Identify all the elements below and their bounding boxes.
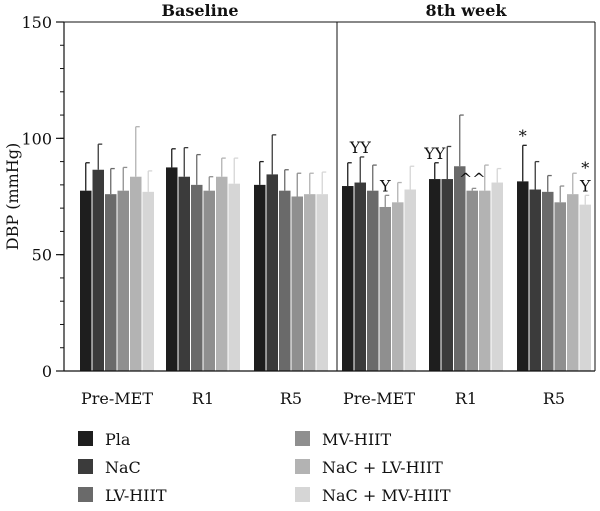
legend-swatch-3 — [295, 431, 310, 446]
y-tick-label-0: 0 — [42, 362, 52, 381]
annotation-5-0: * — [581, 158, 589, 177]
legend-swatch-1 — [78, 459, 93, 474]
bar-0-2-0 — [254, 184, 266, 371]
bar-0-0-5 — [142, 191, 154, 371]
bar-1-2-4 — [567, 194, 579, 371]
legend-swatch-4 — [295, 459, 310, 474]
annotation-0-0: YY — [349, 138, 372, 157]
bar-0-1-0 — [166, 167, 178, 371]
axes-layer: Pre-MET R1 R5 Pre-MET R1 R5 Baseline 8th week 0 5… — [3, 1, 596, 408]
bar-1-1-2 — [454, 166, 466, 371]
legend: Pla NaC LV-HIIT MV-HIIT NaC + LV-HIIT NaC + M… — [78, 430, 451, 505]
legend-swatch-0 — [78, 431, 93, 446]
bar-0-0-0 — [80, 190, 92, 371]
bar-1-0-3 — [379, 206, 391, 371]
bar-1-2-2 — [542, 191, 554, 371]
y-tick-label-150: 150 — [21, 13, 52, 32]
bar-0-2-4 — [304, 194, 316, 371]
bar-0-1-3 — [203, 190, 215, 371]
bars-layer — [80, 114, 591, 371]
x-tick-label-1-1: R1 — [455, 389, 477, 408]
legend-label-3: MV-HIIT — [322, 430, 391, 449]
bar-1-0-4 — [392, 202, 404, 371]
annotation-5-1: Y — [579, 176, 591, 195]
legend-label-1: NaC — [105, 458, 141, 477]
bar-0-2-2 — [279, 190, 291, 371]
bar-1-0-0 — [342, 186, 354, 371]
x-tick-label-0-0: Pre-MET — [81, 389, 153, 408]
bar-0-0-3 — [117, 190, 129, 371]
x-tick-label-1-0: Pre-MET — [343, 389, 415, 408]
bar-1-0-2 — [367, 190, 379, 371]
bar-1-2-3 — [554, 202, 566, 371]
bar-1-1-0 — [429, 179, 441, 371]
y-axis-label: DBP (mmHg) — [3, 143, 22, 250]
bar-1-1-4 — [479, 190, 491, 371]
x-tick-label-0-1: R1 — [192, 389, 214, 408]
legend-label-4: NaC + LV-HIIT — [322, 458, 443, 477]
bar-0-1-2 — [191, 184, 203, 371]
bar-1-2-5 — [579, 204, 591, 371]
y-tick-label-50: 50 — [32, 246, 52, 265]
bar-1-2-0 — [517, 181, 529, 371]
bar-0-0-4 — [130, 176, 142, 371]
x-tick-label-0-2: R5 — [280, 389, 302, 408]
annotation-4-0: * — [519, 126, 527, 145]
annotation-1-0: Y — [379, 176, 391, 195]
legend-swatch-5 — [295, 487, 310, 502]
bar-0-2-5 — [316, 194, 328, 371]
bar-0-0-1 — [92, 169, 104, 371]
bar-0-1-4 — [216, 176, 228, 371]
annotation-3-0: ^^ — [459, 169, 486, 188]
bar-1-0-1 — [354, 182, 366, 371]
legend-label-5: NaC + MV-HIIT — [322, 486, 451, 505]
panel-title-baseline: Baseline — [161, 1, 238, 20]
bar-0-0-2 — [105, 194, 117, 371]
bar-0-2-1 — [266, 174, 278, 371]
bar-1-1-5 — [491, 182, 503, 371]
panel-title-8th-week: 8th week — [426, 1, 508, 20]
legend-label-2: LV-HIIT — [105, 486, 167, 505]
bar-1-1-1 — [441, 179, 453, 371]
legend-label-0: Pla — [105, 430, 131, 449]
bar-1-2-1 — [529, 189, 541, 371]
bar-0-1-1 — [178, 176, 190, 371]
annotation-2-0: YY — [423, 144, 446, 163]
bar-1-1-3 — [466, 190, 478, 371]
bar-0-2-3 — [291, 196, 303, 371]
x-tick-label-1-2: R5 — [543, 389, 565, 408]
y-tick-label-100: 100 — [21, 129, 52, 148]
legend-swatch-2 — [78, 487, 93, 502]
bar-1-0-5 — [404, 189, 416, 371]
bar-0-1-5 — [228, 183, 240, 371]
